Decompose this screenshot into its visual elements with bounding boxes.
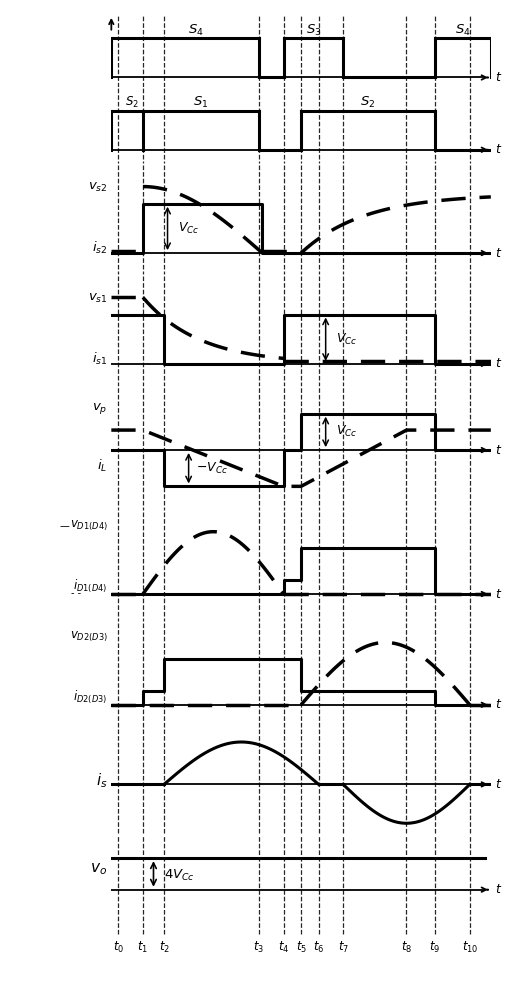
Text: $t$: $t$ bbox=[494, 588, 501, 601]
Text: $t$: $t$ bbox=[494, 444, 501, 457]
Text: $t_1$: $t_1$ bbox=[137, 940, 148, 955]
Text: $v_{D2(D3)}$: $v_{D2(D3)}$ bbox=[70, 630, 108, 644]
Text: $v_{s2}$: $v_{s2}$ bbox=[88, 181, 108, 194]
Text: $v_p$: $v_p$ bbox=[92, 401, 108, 416]
Text: $i_s$: $i_s$ bbox=[96, 772, 108, 790]
Text: - -: - - bbox=[71, 588, 81, 598]
Text: $S_4$: $S_4$ bbox=[187, 23, 203, 38]
Text: $t_{10}$: $t_{10}$ bbox=[461, 940, 477, 955]
Text: $t$: $t$ bbox=[494, 143, 501, 156]
Text: $4V_{Cc}$: $4V_{Cc}$ bbox=[164, 868, 194, 883]
Text: —: — bbox=[60, 521, 70, 531]
Text: $t_8$: $t_8$ bbox=[400, 940, 411, 955]
Text: $t$: $t$ bbox=[494, 698, 501, 711]
Text: $S_2$: $S_2$ bbox=[360, 95, 375, 110]
Text: $t_3$: $t_3$ bbox=[253, 940, 264, 955]
Text: $t_4$: $t_4$ bbox=[277, 940, 289, 955]
Text: $S_2$: $S_2$ bbox=[125, 95, 139, 110]
Text: $t_2$: $t_2$ bbox=[158, 940, 169, 955]
Text: $t$: $t$ bbox=[494, 778, 501, 791]
Text: $-V_{Cc}$: $-V_{Cc}$ bbox=[195, 461, 227, 476]
Text: $t$: $t$ bbox=[494, 357, 501, 370]
Text: $V_{Cc}$: $V_{Cc}$ bbox=[335, 424, 357, 439]
Text: $i_L$: $i_L$ bbox=[97, 458, 108, 474]
Text: $v_o$: $v_o$ bbox=[90, 861, 108, 877]
Text: $S_1$: $S_1$ bbox=[193, 95, 208, 110]
Text: $t_7$: $t_7$ bbox=[337, 940, 348, 955]
Text: $t$: $t$ bbox=[494, 71, 501, 84]
Text: $i_{s2}$: $i_{s2}$ bbox=[92, 240, 108, 256]
Text: $S_4$: $S_4$ bbox=[454, 23, 470, 38]
Text: $S_3$: $S_3$ bbox=[305, 23, 321, 38]
Text: $t_6$: $t_6$ bbox=[312, 940, 324, 955]
Text: $V_{Cc}$: $V_{Cc}$ bbox=[335, 332, 357, 347]
Text: $i_{D2(D3)}$: $i_{D2(D3)}$ bbox=[73, 688, 108, 706]
Text: $V_{Cc}$: $V_{Cc}$ bbox=[178, 221, 199, 236]
Text: $t_0$: $t_0$ bbox=[113, 940, 124, 955]
Text: $t$: $t$ bbox=[494, 247, 501, 260]
Text: $t$: $t$ bbox=[494, 883, 501, 896]
Text: $v_{s1}$: $v_{s1}$ bbox=[88, 291, 108, 305]
Text: $t_5$: $t_5$ bbox=[295, 940, 306, 955]
Text: $i_{s1}$: $i_{s1}$ bbox=[92, 351, 108, 367]
Text: $v_{D1(D4)}$: $v_{D1(D4)}$ bbox=[70, 519, 108, 533]
Text: $t_9$: $t_9$ bbox=[428, 940, 439, 955]
Text: $i_{D1(D4)}$: $i_{D1(D4)}$ bbox=[73, 577, 108, 595]
